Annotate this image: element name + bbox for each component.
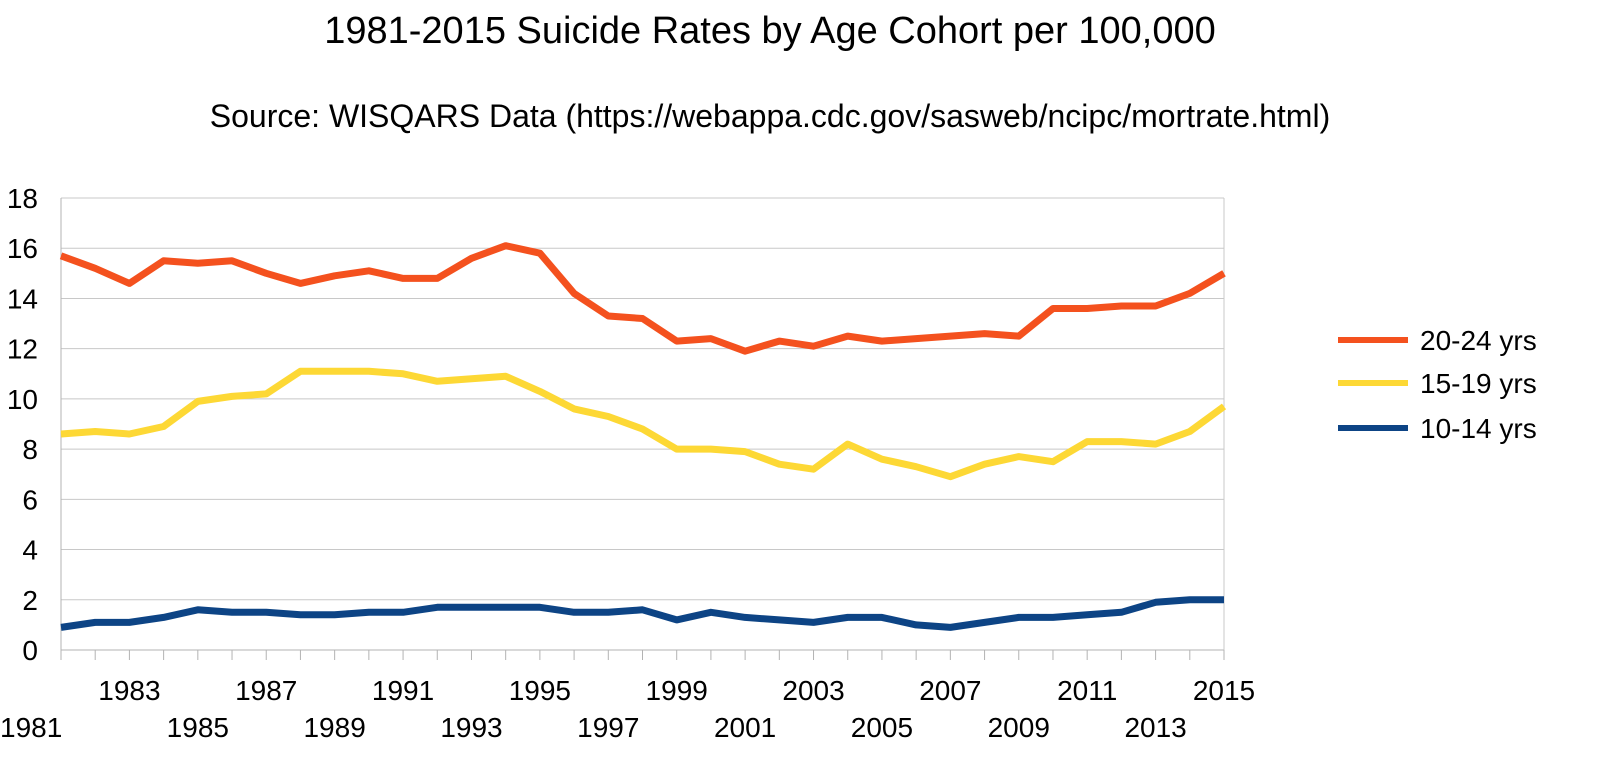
x-tick-label: 1991 bbox=[372, 675, 434, 706]
y-tick-label: 12 bbox=[7, 334, 38, 365]
chart-subtitle: Source: WISQARS Data (https://webappa.cd… bbox=[209, 98, 1331, 134]
x-tick-label: 1989 bbox=[303, 712, 365, 743]
series-line-0 bbox=[59, 242, 1226, 355]
x-tick-label: 2009 bbox=[988, 712, 1050, 743]
x-tick-label: 1985 bbox=[167, 712, 229, 743]
y-tick-label: 14 bbox=[7, 283, 38, 314]
series-line-1 bbox=[60, 367, 1227, 481]
x-tick-label: 1999 bbox=[646, 675, 708, 706]
legend-label: 20-24 yrs bbox=[1420, 325, 1537, 356]
legend-label: 10-14 yrs bbox=[1420, 413, 1537, 444]
gridlines bbox=[61, 197, 1224, 651]
x-tick-label: 2003 bbox=[782, 675, 844, 706]
x-tick-label: 1987 bbox=[235, 675, 297, 706]
chart-title: 1981-2015 Suicide Rates by Age Cohort pe… bbox=[324, 10, 1216, 52]
y-tick-label: 0 bbox=[22, 635, 38, 666]
y-tick-label: 10 bbox=[7, 384, 38, 415]
y-tick-label: 18 bbox=[7, 183, 38, 214]
legend-label: 15-19 yrs bbox=[1420, 368, 1537, 399]
x-tick-label: 2005 bbox=[851, 712, 913, 743]
y-tick-label: 4 bbox=[22, 535, 38, 566]
x-tick-label: 2001 bbox=[714, 712, 776, 743]
x-tick-label: 1981 bbox=[0, 712, 62, 743]
x-tick-label: 2013 bbox=[1124, 712, 1186, 743]
legend: 20-24 yrs 15-19 yrs 10-14 yrs bbox=[1338, 325, 1537, 444]
x-tick-label: 2015 bbox=[1193, 675, 1255, 706]
series-lines bbox=[59, 242, 1227, 631]
x-tick-label: 2011 bbox=[1057, 675, 1117, 706]
y-tick-label: 16 bbox=[7, 233, 38, 264]
y-tick-label: 6 bbox=[22, 484, 38, 515]
x-tick-label: 1997 bbox=[577, 712, 639, 743]
y-tick-label: 8 bbox=[22, 434, 38, 465]
x-tick-label: 2007 bbox=[919, 675, 981, 706]
axes: 0246810121416181981198319851987198919911… bbox=[0, 183, 1255, 743]
x-tick-label: 1983 bbox=[98, 675, 160, 706]
x-tick-label: 1993 bbox=[440, 712, 502, 743]
y-tick-label: 2 bbox=[22, 585, 38, 616]
series-line-2 bbox=[60, 596, 1224, 631]
x-tick-label: 1995 bbox=[509, 675, 571, 706]
